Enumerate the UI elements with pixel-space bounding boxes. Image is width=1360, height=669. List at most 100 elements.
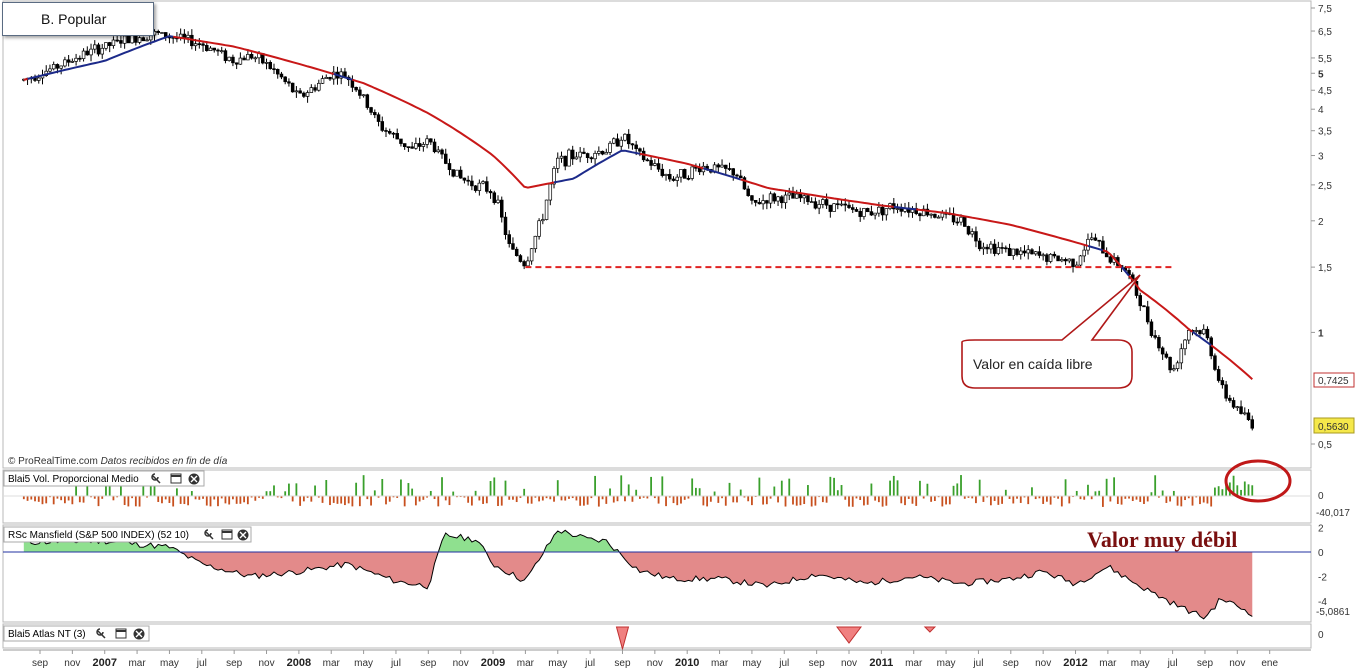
volume-bar [1027, 496, 1030, 505]
x-tick-label: ene [1261, 658, 1278, 669]
candle [85, 46, 90, 56]
volume-bar [317, 496, 320, 498]
candle [197, 38, 202, 49]
close-icon[interactable] [133, 628, 145, 640]
close-icon[interactable] [237, 529, 249, 541]
volume-bar [803, 496, 806, 505]
volume-bar [833, 477, 835, 496]
candle [1168, 356, 1172, 374]
atlas-area [615, 626, 937, 651]
candle [305, 90, 310, 103]
volume-bar [541, 496, 544, 501]
candle [48, 64, 52, 74]
volume-bar [388, 496, 391, 502]
candle [679, 169, 683, 183]
moving-average-line [352, 78, 555, 189]
volume-bar [687, 496, 690, 499]
volume-bar [418, 496, 421, 502]
candle [264, 58, 269, 70]
candle [1067, 258, 1072, 264]
moving-average-line [1210, 344, 1253, 380]
candle [738, 169, 743, 179]
x-tick-label: sep [1197, 658, 1214, 669]
candle [1224, 380, 1228, 402]
candle [275, 68, 280, 79]
rs-y-tick-label: -2 [1318, 572, 1327, 583]
volume-bar [168, 496, 171, 503]
volume-bar [1180, 496, 1183, 507]
volume-bar [366, 496, 369, 500]
volume-bar [1146, 496, 1149, 502]
volume-bar [788, 478, 791, 496]
x-tick-label: may [937, 658, 956, 669]
candle [933, 213, 937, 219]
volume-bar [963, 496, 966, 499]
close-icon[interactable] [188, 473, 200, 485]
volume-bar [1214, 487, 1216, 496]
volume-bar [26, 496, 29, 501]
volume-bar [1079, 496, 1082, 500]
volume-bar [564, 496, 567, 501]
volume-bar [273, 485, 275, 496]
volume-bar [769, 496, 772, 499]
volume-bar [691, 478, 694, 496]
volume-bar [620, 475, 623, 496]
candle [141, 36, 146, 42]
volume-bar [49, 496, 51, 498]
candle [107, 41, 112, 53]
volume-bar [426, 496, 428, 498]
volume-bar [202, 496, 204, 499]
volume-bar [276, 496, 279, 498]
window-icon[interactable] [115, 628, 127, 639]
volume-bar [295, 483, 298, 496]
volume-bar [650, 476, 653, 496]
candle [63, 56, 67, 68]
candle [1239, 400, 1243, 415]
rs-negative-area [23, 552, 1253, 619]
volume-bar [889, 480, 891, 496]
volume-bar [907, 496, 910, 499]
wrench-icon[interactable] [96, 628, 106, 639]
volume-bar [381, 478, 384, 496]
candle [985, 244, 989, 255]
volume-bar [739, 489, 742, 496]
volume-bar [1042, 496, 1045, 504]
candle [1063, 257, 1068, 266]
x-tick-label: nov [647, 658, 663, 669]
volume-bar [866, 496, 869, 505]
volume-bar [52, 496, 55, 505]
volume-bar [437, 496, 440, 507]
candle [361, 94, 366, 98]
wrench-icon[interactable] [151, 473, 161, 484]
volume-bar [911, 496, 914, 504]
volume-bar [299, 496, 302, 506]
candle [612, 137, 616, 145]
volume-bar [777, 496, 779, 503]
volume-bar [717, 496, 720, 503]
candle [873, 212, 877, 220]
candle [720, 159, 724, 168]
volume-bar [1172, 490, 1175, 496]
volume-bar [1240, 489, 1242, 496]
candle [208, 46, 213, 51]
candle [1000, 242, 1004, 254]
candle [962, 216, 967, 227]
candle [821, 197, 825, 209]
candle [406, 146, 411, 152]
wrench-icon[interactable] [204, 529, 214, 540]
atlas-title-box [3, 625, 150, 642]
candle [589, 156, 594, 163]
volume-bar [971, 496, 974, 499]
window-icon[interactable] [221, 529, 233, 540]
x-tick-label: mar [905, 658, 923, 669]
volume-bar [265, 491, 268, 496]
volume-bar [1109, 496, 1112, 502]
candle [507, 230, 511, 248]
volume-bar [661, 476, 664, 496]
window-icon[interactable] [170, 473, 182, 484]
candle [429, 138, 433, 145]
volume-bar [829, 476, 832, 496]
candle [582, 147, 586, 155]
candle [268, 60, 273, 70]
